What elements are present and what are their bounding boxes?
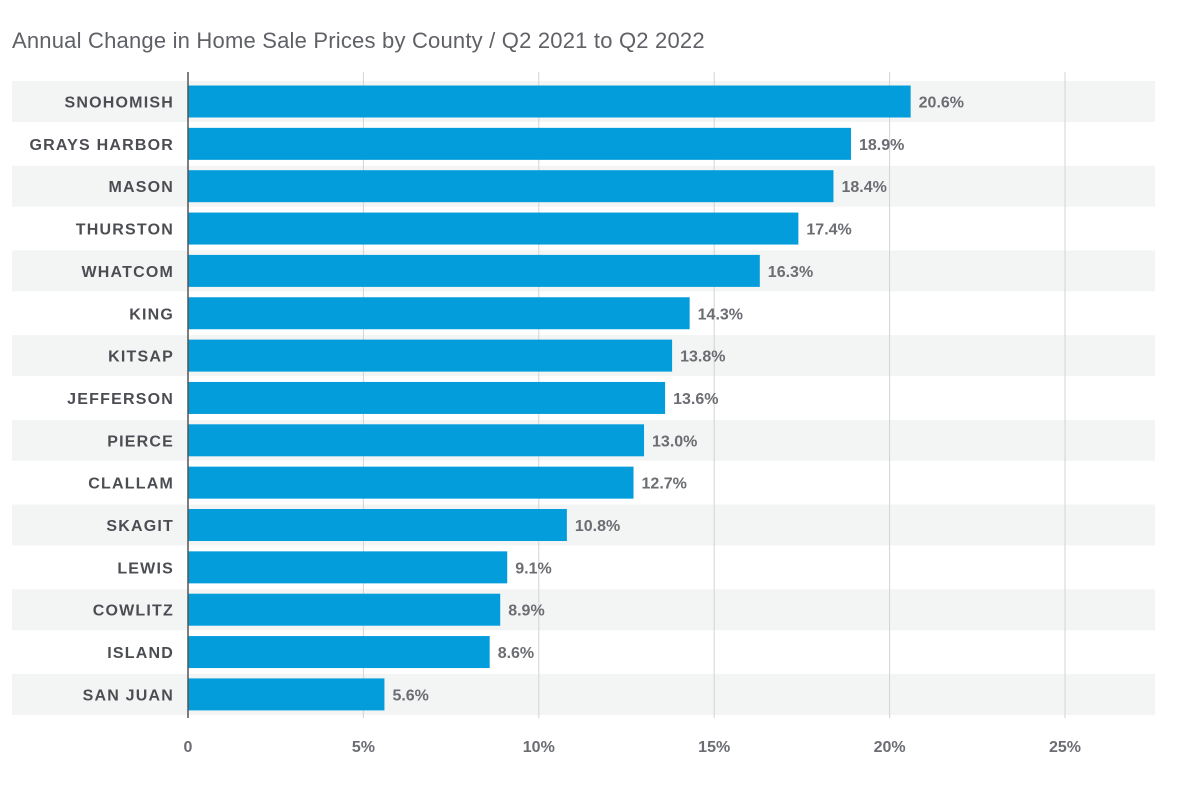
x-tick-label: 5%	[352, 739, 375, 756]
category-label: COWLITZ	[93, 603, 174, 620]
value-label: 13.8%	[680, 349, 725, 366]
chart-title: Annual Change in Home Sale Prices by Cou…	[12, 28, 705, 53]
bar	[188, 593, 501, 626]
bar	[188, 381, 666, 414]
value-label: 13.6%	[673, 391, 718, 408]
bar	[188, 466, 634, 499]
bar	[188, 636, 490, 669]
category-label: CLALLAM	[88, 476, 174, 493]
value-label: 8.9%	[508, 603, 544, 620]
x-tick-label: 0	[184, 739, 193, 756]
category-label: SKAGIT	[106, 518, 174, 535]
value-label: 18.9%	[859, 137, 904, 154]
category-label: LEWIS	[117, 560, 174, 577]
category-label: THURSTON	[76, 222, 174, 239]
bar	[188, 424, 645, 457]
category-label: ISLAND	[107, 645, 174, 662]
bar	[188, 297, 690, 330]
value-label: 5.6%	[392, 687, 428, 704]
value-label: 14.3%	[698, 306, 743, 323]
x-tick-label: 15%	[698, 739, 730, 756]
value-label: 20.6%	[919, 95, 964, 112]
bar	[188, 127, 852, 160]
row-band	[12, 589, 1155, 631]
x-tick-label: 20%	[874, 739, 906, 756]
category-label: JEFFERSON	[67, 391, 174, 408]
bar	[188, 85, 911, 118]
category-label: SAN JUAN	[83, 687, 174, 704]
category-label: WHATCOM	[81, 264, 174, 281]
category-label: PIERCE	[107, 433, 174, 450]
bar	[188, 170, 834, 203]
bar	[188, 509, 567, 541]
bar	[188, 339, 673, 372]
value-label: 13.0%	[652, 433, 697, 450]
bar	[188, 551, 508, 584]
x-tick-label: 10%	[523, 739, 555, 756]
category-label: KITSAP	[108, 349, 174, 366]
value-label: 9.1%	[515, 560, 551, 577]
bar	[188, 212, 799, 245]
value-label: 16.3%	[768, 264, 813, 281]
x-tick-label: 25%	[1049, 739, 1081, 756]
row-band	[12, 673, 1155, 715]
category-label: SNOHOMISH	[65, 95, 174, 112]
category-label: KING	[129, 306, 174, 323]
value-label: 10.8%	[575, 518, 620, 535]
value-label: 8.6%	[498, 645, 534, 662]
value-label: 12.7%	[642, 476, 687, 493]
category-label: GRAYS HARBOR	[30, 137, 175, 154]
value-label: 18.4%	[841, 179, 886, 196]
value-label: 17.4%	[806, 222, 851, 239]
bar	[188, 678, 385, 711]
category-label: MASON	[108, 179, 174, 196]
bar	[188, 254, 760, 287]
